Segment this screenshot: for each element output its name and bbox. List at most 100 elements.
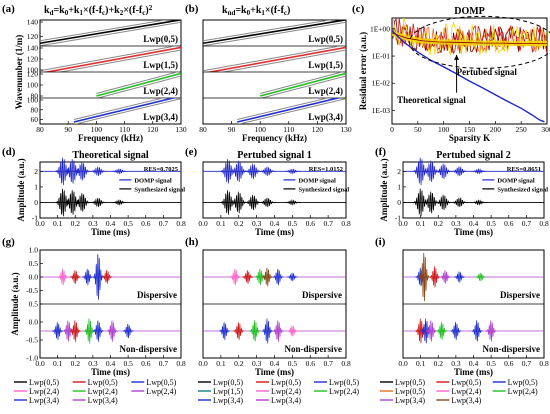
wave-packet: [62, 320, 74, 342]
title-segment: ): [287, 5, 290, 16]
legend-label: Lwp(2,4): [329, 387, 359, 396]
x-tick-label: 0.6: [504, 359, 514, 368]
annotation-theoretical: Theoretical signal: [397, 95, 466, 105]
panel-label-b: (b): [185, 3, 199, 15]
legend-label: Lwp(2,4): [271, 387, 301, 396]
x-tick-label: 0.4: [469, 219, 479, 228]
x-tick-label: 0.6: [504, 219, 514, 228]
wave-packet: [451, 197, 468, 208]
dispersion-band-upper: [260, 72, 344, 94]
y-tick-label: 120: [27, 32, 39, 41]
x-tick-label: 90: [228, 125, 236, 134]
x-tick-label: 0.4: [106, 219, 116, 228]
title-subscript: d: [50, 9, 54, 17]
wave-packet: [242, 270, 254, 285]
residual-group: [392, 18, 547, 123]
x-axis-label: Time (ms): [91, 367, 130, 377]
dispersive-label: Dispersive: [500, 290, 540, 300]
x-tick-label: 0.3: [252, 359, 262, 368]
x-tick-label: 0.1: [53, 359, 63, 368]
x-tick-label: 50: [414, 125, 422, 134]
dispersive-label: Dispersive: [302, 290, 342, 300]
dispersion-curve: [40, 20, 181, 45]
legend-label: Lwp(0,5): [146, 378, 176, 387]
x-tick-label: 0.3: [88, 359, 98, 368]
non-dispersive-label: Non-dispersive: [119, 344, 177, 354]
x-tick-label: 0.7: [323, 219, 333, 228]
x-axis-label: Frequency (kHz): [242, 133, 307, 143]
wave-packet: [261, 267, 273, 287]
curve-group: [203, 46, 346, 72]
x-tick-label: 0.4: [106, 359, 116, 368]
y-tick-label: -0.5: [26, 286, 38, 295]
y-tick-label: -1: [32, 214, 38, 223]
legend-label: Lwp(2,4): [88, 387, 118, 396]
dispersion-band-lower: [203, 21, 346, 46]
wave-packet: [111, 167, 128, 175]
wave-packet: [57, 268, 69, 286]
x-tick-label: 0.2: [234, 359, 244, 368]
x-tick-label: 0.0: [398, 359, 408, 368]
res-label: RES=0.7025: [144, 166, 179, 173]
wave-packet: [69, 319, 81, 343]
legend-label: DOMP signal: [298, 177, 336, 184]
y-tick-label: -1.0: [26, 354, 38, 363]
wave-packet: [286, 272, 298, 282]
x-tick-label: 0.8: [341, 359, 351, 368]
title-subscript: 1: [80, 9, 84, 17]
y-tick-label: -1: [395, 214, 401, 223]
curve-group: [259, 72, 346, 98]
wave-packet: [111, 199, 128, 206]
y-tick-label: 0: [34, 198, 38, 207]
x-tick-label: 0.8: [176, 219, 186, 228]
panel-label-c: (c): [352, 3, 365, 15]
legend-label: Lwp(2,4): [508, 387, 538, 396]
x-tick-label: 0.6: [141, 219, 151, 228]
wave-packet: [101, 270, 113, 285]
x-tick-label: 90: [64, 125, 72, 134]
dispersion-band-upper: [96, 72, 180, 94]
mode-label: Lwp(2,4): [143, 86, 178, 96]
x-axis-label: Time (ms): [454, 367, 493, 377]
res-label: RES=1.0152: [309, 166, 343, 173]
title-subscript: nd: [228, 9, 236, 17]
legend-label: Lwp(3,4): [395, 396, 425, 405]
legend-label: Lwp(1,5): [213, 387, 243, 396]
y-tick-label: 1.0: [29, 246, 39, 255]
y-tick-label: 120: [27, 55, 39, 64]
legend-label: DOMP signal: [497, 177, 535, 184]
y-axis-label: Wavenumber (1/m): [14, 35, 24, 110]
non-dispersive-label: Non-dispersive: [482, 344, 540, 354]
legend-label: Lwp(0,5): [29, 378, 59, 387]
wave-packet: [230, 160, 247, 183]
dispersion-band-lower: [260, 75, 346, 98]
wave-packet: [83, 317, 95, 345]
y-tick-label: 1E-02: [372, 79, 391, 88]
dispersion-curve: [237, 98, 342, 123]
x-tick-label: 0.3: [252, 219, 262, 228]
wave-packet: [425, 320, 437, 342]
plot-title: Pertubed signal 2: [436, 150, 510, 161]
wave-packet: [284, 198, 301, 206]
x-tick-label: 0.3: [88, 219, 98, 228]
legend-label: Lwp(0,5): [271, 378, 301, 387]
x-tick-label: 300: [541, 125, 550, 134]
dispersion-band-lower: [96, 75, 181, 98]
x-tick-label: 100: [438, 125, 450, 134]
legend-label: Lwp(0,5): [395, 387, 425, 396]
title-superscript: 2: [149, 4, 153, 12]
x-tick-label: 0.0: [198, 359, 208, 368]
y-tick-label: 80: [31, 92, 39, 101]
plot-title-b: knd=k0+k1×(f-fc): [222, 5, 290, 17]
wave-packet: [470, 199, 487, 206]
wave-packet: [475, 272, 486, 282]
x-tick-label: 0: [390, 125, 394, 134]
legend-label: Synthesized signal: [134, 186, 185, 193]
wave-packet: [272, 268, 284, 286]
panel-label-h: (h): [185, 236, 199, 248]
dispersion-band-upper: [40, 20, 168, 42]
title-subscript: 0: [247, 9, 251, 17]
x-tick-label: 200: [490, 125, 502, 134]
title-segment: ): [145, 5, 148, 16]
dispersion-band-upper: [40, 46, 179, 72]
